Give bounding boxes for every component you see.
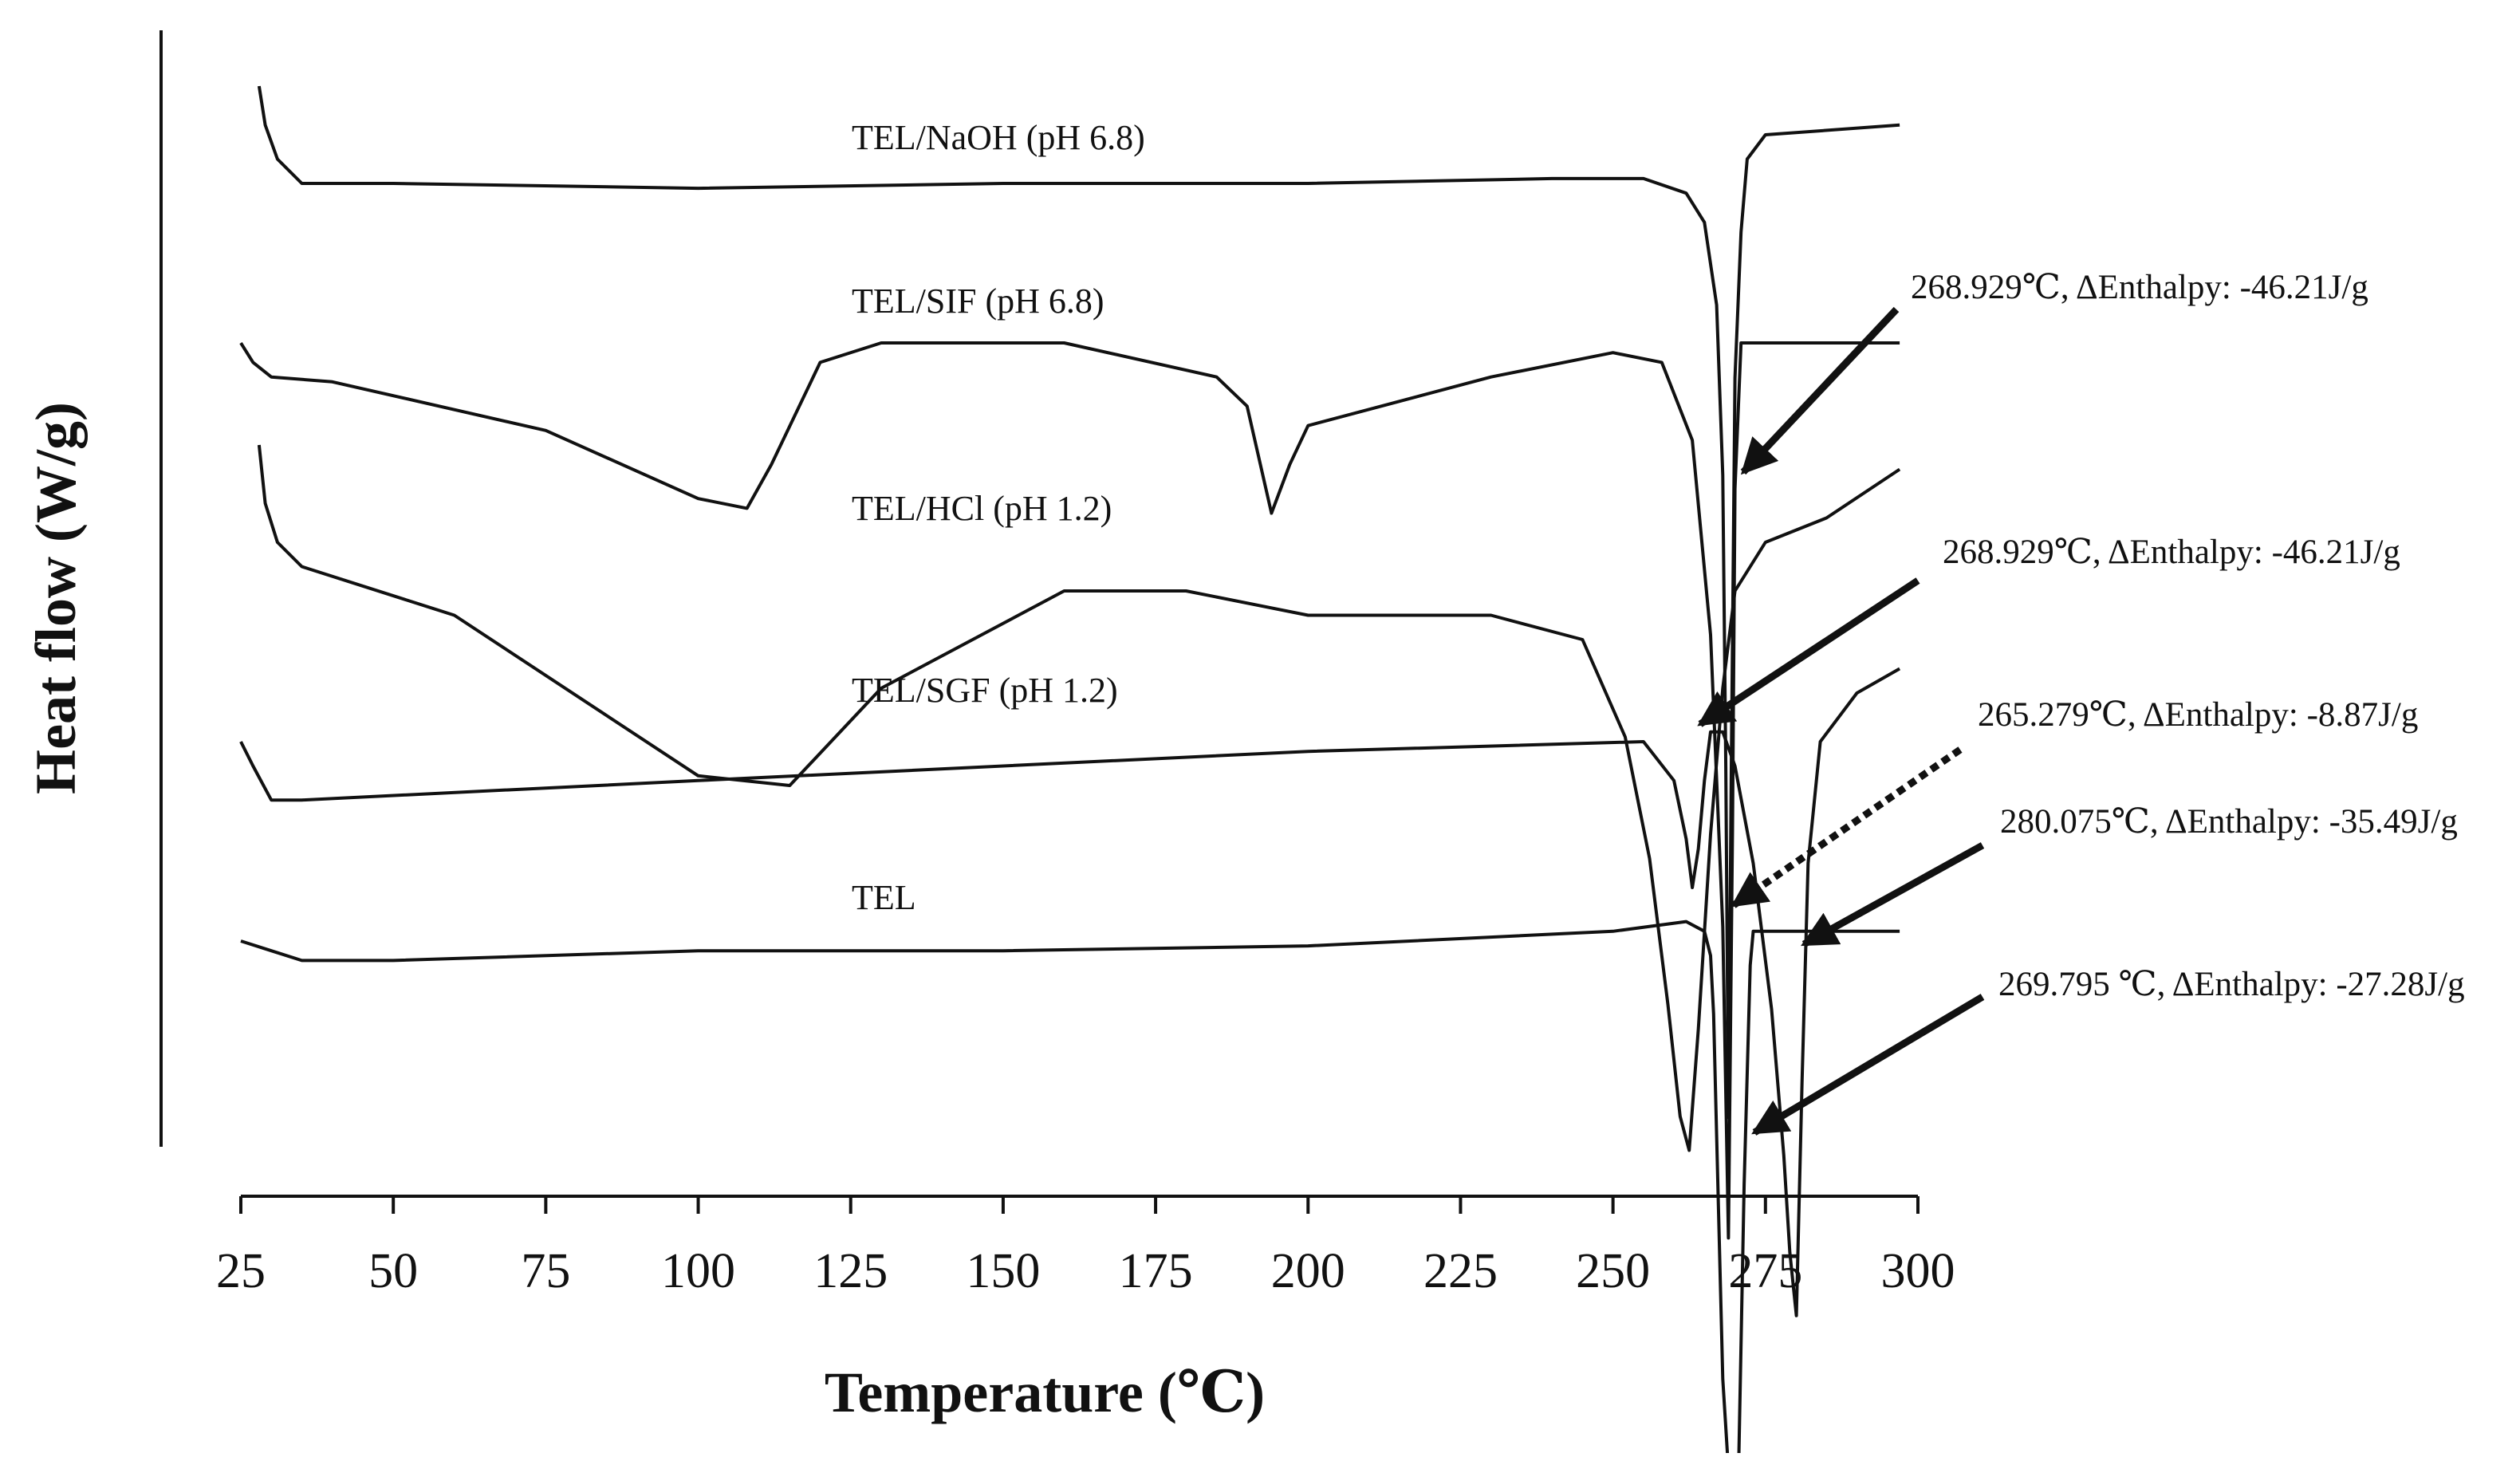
series-label-tel-sgf: TEL/SGF (pH 1.2) <box>852 671 1118 710</box>
x-axis-ticks: 25 50 75 100 125 150 175 200 225 250 275 300 <box>216 1196 1955 1298</box>
peak-annotations: 268.929℃, ΔEnthalpy: -46.21J/g 268.929℃,… <box>1697 269 2465 1136</box>
series-label-tel-naoh: TEL/NaOH (pH 6.8) <box>852 118 1145 157</box>
x-tick-label: 50 <box>368 1244 418 1298</box>
annotation-arrow-tel-sif-peak <box>1731 746 1963 908</box>
x-axis-title: Temperature (℃) <box>825 1361 1265 1424</box>
annotation-label-tel-sgf-peak: 280.075℃, ΔEnthalpy: -35.49J/g <box>2000 803 2458 841</box>
x-tick-label: 25 <box>216 1244 266 1298</box>
x-tick-label: 125 <box>813 1244 888 1298</box>
series-line-tel-hcl <box>257 444 1901 1152</box>
x-tick-label: 100 <box>661 1244 735 1298</box>
series-label-tel-hcl: TEL/HCl (pH 1.2) <box>852 489 1112 528</box>
x-tick-label: 250 <box>1576 1244 1650 1298</box>
x-tick-label: 300 <box>1881 1244 1955 1298</box>
series-line-tel-sif <box>239 341 1900 1240</box>
annotation-label-tel-naoh-peak: 268.929℃, ΔEnthalpy: -46.21J/g <box>1911 269 2368 306</box>
annotation-arrow-tel-peak <box>1751 994 1985 1136</box>
x-tick-label: 225 <box>1423 1244 1498 1298</box>
annotation-arrow-tel-sgf-peak <box>1801 842 1985 947</box>
dsc-traces <box>239 85 1901 1457</box>
series-label-tel-sif: TEL/SIF (pH 6.8) <box>852 282 1104 321</box>
annotation-label-tel-peak: 269.795 ℃, ΔEnthalpy: -27.28J/g <box>1998 966 2465 1003</box>
series-label-tel: TEL <box>852 878 916 917</box>
x-tick-label: 75 <box>521 1244 570 1298</box>
series-line-tel-sgf <box>239 667 1901 1317</box>
annotation-label-tel-hcl-peak: 268.929℃, ΔEnthalpy: -46.21J/g <box>1943 534 2400 571</box>
annotation-label-tel-sif-peak: 265.279℃, ΔEnthalpy: -8.87J/g <box>1978 696 2418 734</box>
x-tick-label: 200 <box>1271 1244 1345 1298</box>
annotation-arrow-tel-naoh-peak <box>1740 306 1900 475</box>
series-line-tel <box>240 919 1900 1457</box>
series-line-tel-naoh <box>257 85 1900 1120</box>
x-tick-label: 150 <box>966 1244 1040 1298</box>
series-labels: TEL/NaOH (pH 6.8) TEL/SIF (pH 6.8) TEL/H… <box>852 118 1145 917</box>
x-tick-label: 175 <box>1119 1244 1193 1298</box>
y-axis-title: Heat flow (W/g) <box>24 402 88 794</box>
annotation-arrow-tel-hcl-peak <box>1697 577 1920 727</box>
